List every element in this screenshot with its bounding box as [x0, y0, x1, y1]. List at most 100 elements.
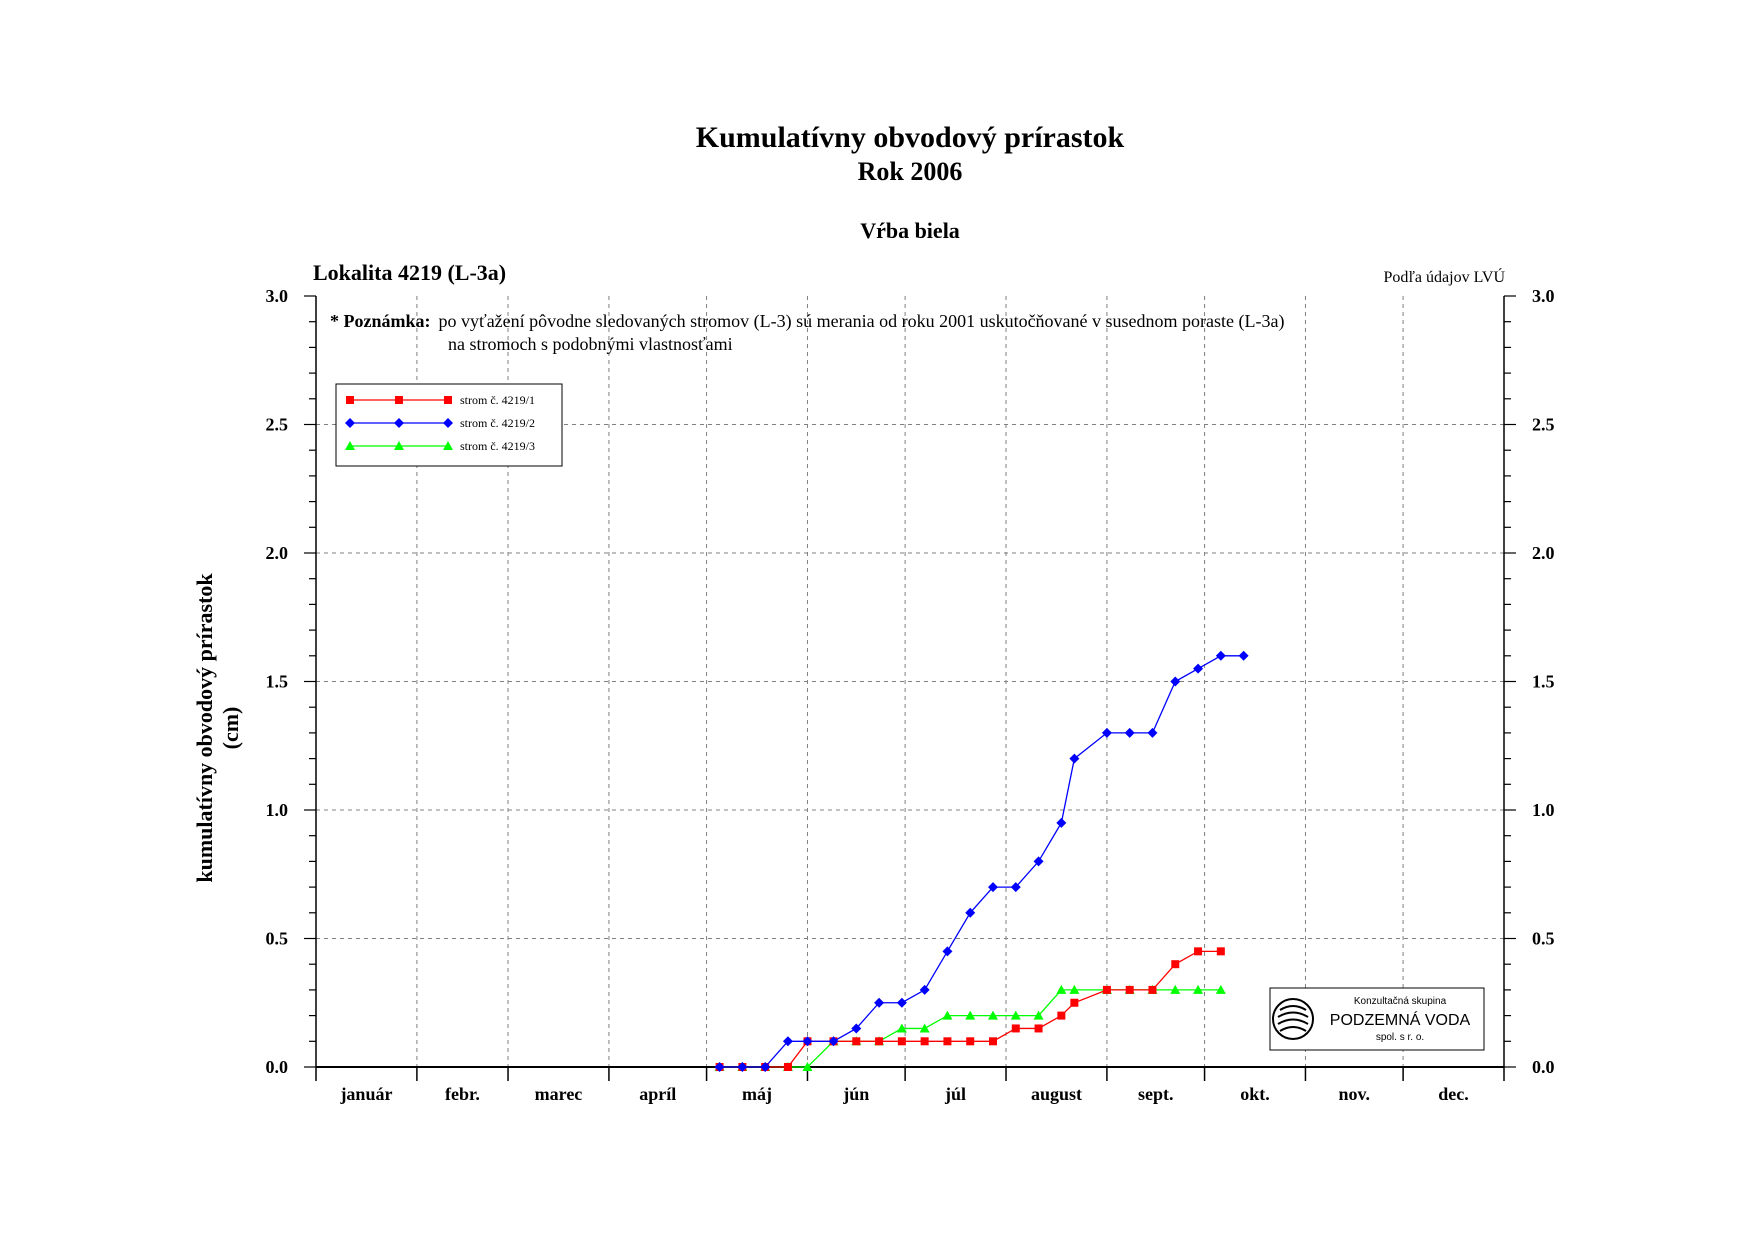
legend-swatch-marker	[394, 441, 404, 450]
data-point	[1216, 947, 1225, 956]
x-tick-label: máj	[742, 1084, 772, 1104]
x-tick-label: august	[1031, 1084, 1082, 1104]
data-point	[942, 1010, 953, 1020]
data-point	[987, 1010, 998, 1020]
series-line	[719, 989, 1221, 1068]
logo-emblem-icon	[1272, 998, 1314, 1040]
data-point	[943, 1037, 952, 1046]
data-point	[782, 1036, 793, 1047]
data-point	[919, 984, 930, 995]
data-point	[920, 1037, 929, 1046]
logo-box	[1269, 987, 1485, 1051]
legend-swatch-marker	[443, 441, 453, 450]
series-1	[715, 947, 1225, 1071]
legend: strom č. 4219/1 strom č. 4219/2 strom č. 4…	[335, 383, 563, 467]
data-point	[987, 882, 998, 893]
legend-swatch-marker	[444, 396, 452, 404]
y-axis-label: kumulatívny obvodový prírastok (cm)	[192, 573, 243, 883]
data-point	[737, 1062, 748, 1072]
axes: január febr. marec apríl máj jún júl august sept…	[266, 286, 1555, 1104]
data-point	[1170, 676, 1181, 687]
data-point	[897, 1037, 906, 1046]
data-point	[1238, 650, 1249, 661]
x-tick-label: júl	[944, 1084, 966, 1104]
data-point	[852, 1037, 861, 1046]
legend-swatch-marker	[345, 418, 355, 428]
legend-swatch-marker	[346, 396, 354, 404]
legend-entry: strom č. 4219/3	[345, 439, 535, 453]
company-logo: Konzultačná skupina PODZEMNÁ VODA spol. …	[1269, 987, 1485, 1051]
note-text-1: po vyťažení pôvodne sledovaných stromov …	[439, 311, 1285, 332]
data-point	[874, 997, 885, 1008]
data-point	[1125, 985, 1134, 994]
y-tick-label-left: 3.0	[266, 286, 289, 306]
data-point	[1056, 817, 1067, 828]
y-tick-label-right: 1.5	[1532, 672, 1555, 692]
y-tick-label-left: 1.0	[266, 800, 289, 820]
data-point	[1193, 663, 1204, 674]
data-point	[1124, 727, 1135, 738]
note-line2: na stromoch s podobnými vlastnosťami	[448, 334, 733, 354]
data-point	[1034, 1024, 1043, 1033]
data-point	[965, 1010, 976, 1020]
chart-title: Kumulatívny obvodový prírastok	[696, 121, 1125, 154]
data-point	[1011, 1024, 1020, 1033]
y-tick-label-left: 2.0	[266, 543, 289, 563]
data-point	[1010, 1010, 1021, 1020]
data-point	[1102, 985, 1111, 994]
data-point	[1033, 856, 1044, 867]
data-point	[802, 1062, 813, 1071]
data-point	[828, 1036, 839, 1047]
logo-line3: spol. s r. o.	[1376, 1032, 1424, 1043]
series-3	[714, 984, 1226, 1071]
x-tick-label: marec	[535, 1084, 583, 1104]
data-point	[1069, 753, 1080, 764]
source-label: Podľa údajov LVÚ	[1384, 267, 1506, 286]
data-point	[1069, 984, 1080, 994]
series-2	[714, 650, 1249, 1072]
data-point	[1057, 1011, 1066, 1020]
grid	[316, 296, 1504, 1067]
y-tick-label-right: 2.5	[1532, 415, 1555, 435]
x-tick-label: apríl	[639, 1084, 676, 1104]
logo-line1: Konzultačná skupina	[1354, 996, 1447, 1007]
y-tick-label-right: 0.5	[1532, 929, 1555, 949]
x-tick-label: febr.	[445, 1084, 480, 1104]
data-point	[760, 1062, 771, 1072]
legend-swatch-marker	[345, 441, 355, 450]
y-tick-label-right: 0.0	[1532, 1057, 1555, 1077]
legend-entry: strom č. 4219/2	[345, 416, 535, 430]
chart-subtitle: Rok 2006	[858, 157, 963, 186]
x-tick-label: január	[339, 1084, 392, 1104]
species-label: Vŕba biela	[860, 218, 960, 243]
data-point	[1194, 947, 1203, 956]
y-tick-label-right: 1.0	[1532, 800, 1555, 820]
series-line	[719, 655, 1244, 1068]
data-point	[965, 907, 976, 918]
data-point	[1171, 960, 1180, 969]
data-point	[783, 1063, 792, 1071]
data-point	[1056, 984, 1067, 994]
data-point	[1033, 1010, 1044, 1020]
y-axis-label-line2: (cm)	[218, 707, 243, 750]
data-point	[988, 1037, 997, 1046]
data-point	[966, 1037, 975, 1046]
legend-entry: strom č. 4219/1	[346, 393, 535, 407]
data-point	[1010, 882, 1021, 893]
note-line1: * Poznámka: po vyťažení pôvodne sledovaný…	[330, 311, 1284, 332]
locality-label: Lokalita 4219 (L-3a)	[313, 260, 506, 285]
y-axis-label-line1: kumulatívny obvodový prírastok	[192, 573, 217, 883]
data-point	[875, 1037, 884, 1046]
y-tick-label-left: 2.5	[266, 415, 289, 435]
x-tick-label: jún	[842, 1084, 869, 1104]
data-point	[896, 1023, 907, 1033]
y-tick-label-right: 3.0	[1532, 286, 1555, 306]
logo-line2: PODZEMNÁ VODA	[1330, 1010, 1471, 1029]
y-tick-label-left: 0.5	[266, 929, 289, 949]
note-label: * Poznámka:	[330, 311, 431, 331]
legend-label: strom č. 4219/1	[460, 393, 535, 407]
series-layer	[714, 650, 1249, 1072]
y-tick-label-left: 1.5	[266, 672, 289, 692]
x-tick-label: okt.	[1240, 1084, 1270, 1104]
